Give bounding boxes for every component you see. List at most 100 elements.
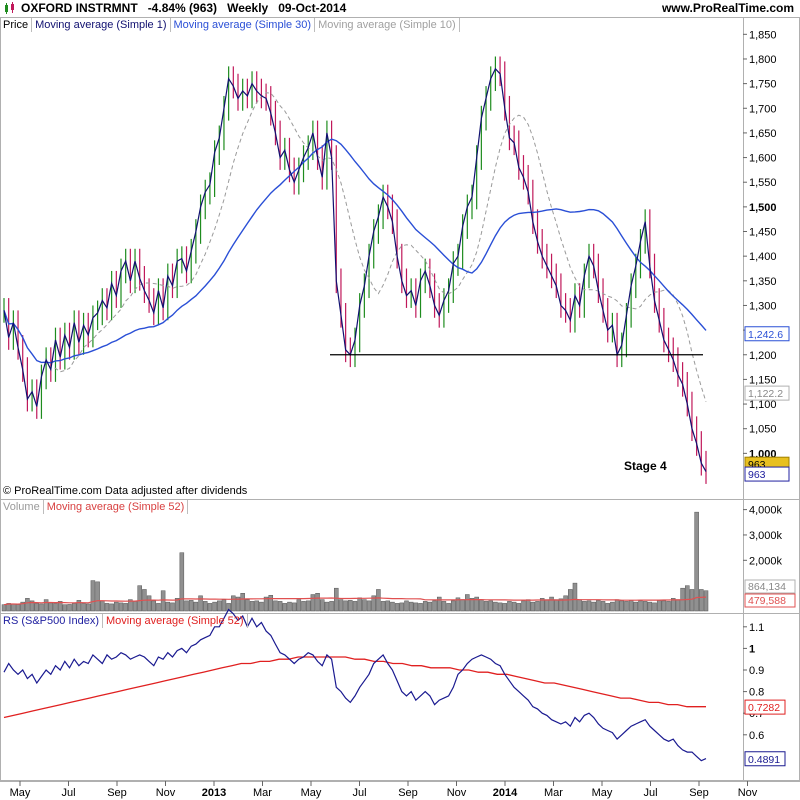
volume-bar xyxy=(184,600,189,612)
volume-bar xyxy=(699,589,704,612)
legend-volume: Volume xyxy=(0,500,44,514)
volume-bar xyxy=(156,603,161,612)
volume-bar xyxy=(624,601,629,612)
volume-bar xyxy=(193,601,199,612)
price-tick-label: 1,600 xyxy=(749,153,777,165)
volume-bar xyxy=(549,596,554,612)
volume-bar xyxy=(474,596,479,612)
volume-bar xyxy=(259,601,264,612)
volume-bar xyxy=(432,600,437,612)
volume-bar xyxy=(703,590,709,612)
volume-bar xyxy=(544,599,550,612)
x-tick-label: Sep xyxy=(689,787,709,799)
legend-sma10: Moving average (Simple 10) xyxy=(315,18,460,32)
volume-bar xyxy=(558,598,564,612)
volume-bar xyxy=(85,603,91,612)
volume-bar xyxy=(146,595,152,612)
volume-bar xyxy=(493,601,498,612)
volume-bar xyxy=(151,600,157,612)
volume-tick-label: 3,000k xyxy=(749,530,783,542)
volume-bar xyxy=(460,599,465,612)
volume-tick-label: 2,000k xyxy=(749,555,783,567)
price-panel-frame xyxy=(0,17,800,500)
rs-last-value: 0.4891 xyxy=(748,754,780,766)
volume-bar xyxy=(596,600,601,612)
volume-bar xyxy=(418,603,423,612)
volume-bar xyxy=(376,589,381,612)
volume-bar xyxy=(357,597,362,612)
volume-bar xyxy=(123,603,128,612)
price-tick-label: 1,750 xyxy=(749,79,777,91)
volume-bar xyxy=(656,600,662,612)
volume-bar xyxy=(380,601,386,612)
volume-bar xyxy=(315,593,320,612)
volume-bar xyxy=(525,599,531,612)
volume-bar xyxy=(43,599,49,612)
volume-bar xyxy=(62,604,68,612)
x-tick-label: Mar xyxy=(253,787,272,799)
price-tick-label: 1,850 xyxy=(749,29,777,41)
legend-volume-ma: Moving average (Simple 52) xyxy=(44,500,189,514)
volume-bar xyxy=(675,599,681,612)
rs-last-bg xyxy=(744,751,786,767)
volume-bar xyxy=(694,511,699,612)
volume-bar xyxy=(628,600,634,612)
volume-bar xyxy=(591,601,596,612)
volume-bar xyxy=(268,595,274,612)
volume-bar xyxy=(179,552,185,612)
volume-bar xyxy=(479,599,484,612)
rs-tick-label: 0.8 xyxy=(749,687,764,699)
volume-bar xyxy=(29,600,35,612)
x-tick-label: Nov xyxy=(156,787,176,799)
volume-bar xyxy=(39,603,44,612)
rs-tick-label: 1.1 xyxy=(749,622,764,634)
sma1-last-value: 963 xyxy=(748,469,766,481)
volume-bar xyxy=(104,603,110,612)
volume-bar xyxy=(619,600,625,612)
sma10-last-value-bg xyxy=(744,385,790,401)
volume-bar xyxy=(301,601,306,612)
volume-bar xyxy=(390,601,395,612)
sma1-last-value-bg xyxy=(744,466,790,482)
volume-bar xyxy=(310,594,316,612)
site-link[interactable]: www.ProRealTime.com xyxy=(661,1,794,15)
x-tick-label: Sep xyxy=(398,787,418,799)
volume-bar xyxy=(371,595,376,612)
price-tick-label: 1,200 xyxy=(749,350,777,362)
footer-note: © ProRealTime.com Data adjusted after di… xyxy=(3,485,248,497)
volume-last-value: 864,134 xyxy=(748,581,786,593)
x-tick-label: 2014 xyxy=(493,787,518,799)
x-tick-label: Nov xyxy=(447,787,467,799)
volume-bar xyxy=(95,581,100,612)
x-tick-label: Sep xyxy=(107,787,127,799)
volume-bar xyxy=(245,599,250,612)
volume-bar xyxy=(572,582,578,612)
volume-bar xyxy=(118,602,124,612)
sma10-last-value: 1,122.2 xyxy=(748,388,783,400)
price-tick-label: 1,550 xyxy=(749,177,777,189)
volume-bar xyxy=(53,603,58,612)
price-tick-label: 1,050 xyxy=(749,424,777,436)
volume-bar xyxy=(535,601,540,612)
volume-bar xyxy=(577,599,582,612)
price-tick-label: 1,100 xyxy=(749,399,777,411)
price-tick-label: 1,800 xyxy=(749,54,777,66)
volume-bar xyxy=(174,598,180,612)
volume-bar xyxy=(685,585,690,612)
volume-bar xyxy=(469,598,475,612)
volume-bar xyxy=(6,603,11,612)
x-tick-label: Jul xyxy=(643,787,657,799)
volume-bar xyxy=(465,594,470,612)
volume-ma-last-value: 479,588 xyxy=(748,595,786,607)
volume-bar xyxy=(319,599,325,612)
volume-bar xyxy=(366,600,372,612)
volume-bar xyxy=(212,601,217,612)
volume-bar xyxy=(436,596,442,612)
sma1-line xyxy=(3,67,707,472)
rs-tick-label: 0.9 xyxy=(749,665,764,677)
volume-bar xyxy=(422,601,428,612)
volume-bar xyxy=(563,595,568,612)
volume-bar xyxy=(586,600,592,612)
volume-bar xyxy=(254,600,259,612)
sma30-last-value-bg xyxy=(744,326,790,342)
